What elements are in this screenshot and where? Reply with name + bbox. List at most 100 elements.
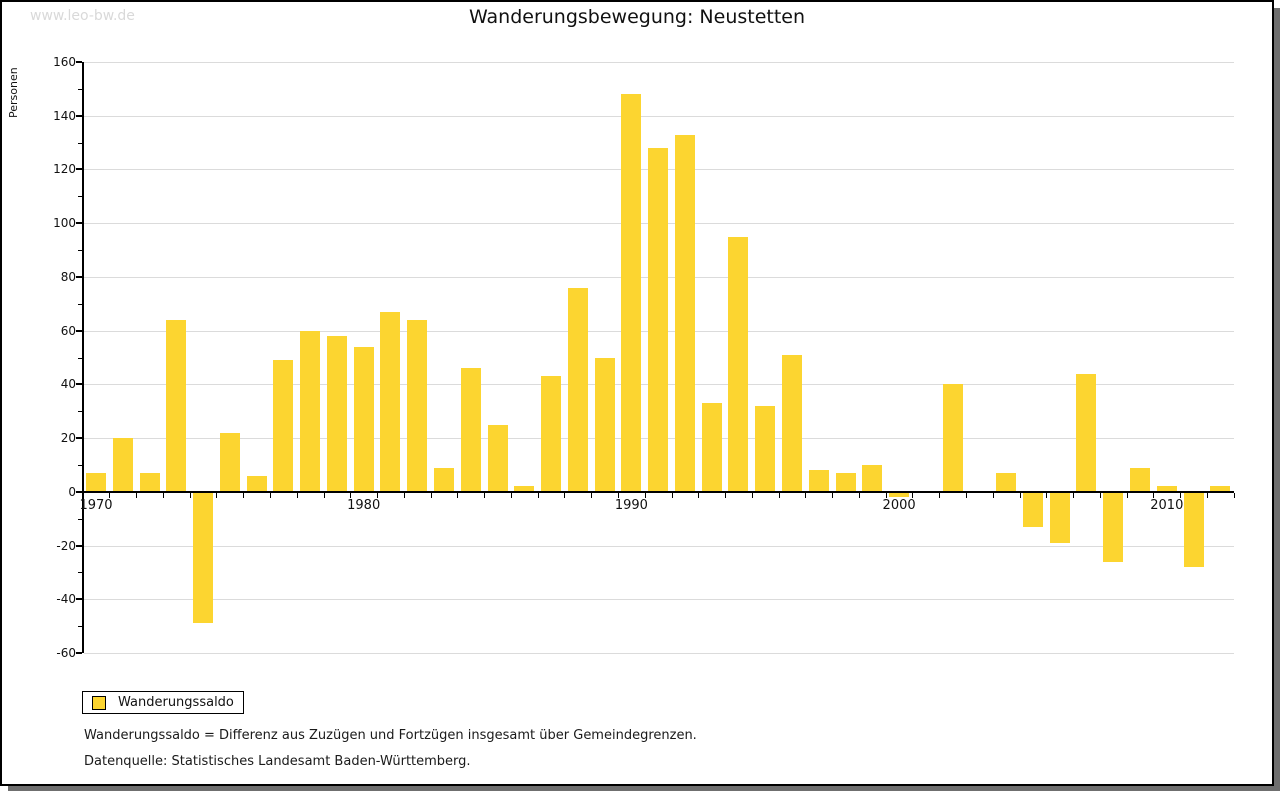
bar-1985 [487,424,508,492]
bar-1983 [434,467,454,492]
y-tick-minor [78,250,82,252]
y-tick [76,598,82,601]
y-tick-label: 60 [60,323,76,338]
bar-1980 [353,346,374,492]
gridline [84,653,1234,654]
y-tick-label: 140 [53,108,76,123]
bar-1994 [728,236,749,492]
x-tick [1019,492,1021,498]
x-tick [216,492,218,498]
y-tick [76,437,82,440]
x-tick [751,492,753,498]
bar-2009 [1130,467,1151,492]
y-tick [76,652,82,654]
window-shadow-right [1274,8,1280,791]
footnote-definition: Wanderungssaldo = Differenz aus Zuzügen … [84,728,697,743]
y-tick-label: 20 [60,431,76,446]
bar-2005 [1022,491,1043,527]
bar-2004 [996,473,1017,492]
y-tick-minor [78,88,82,90]
bar-1977 [273,360,294,492]
x-tick [698,492,700,498]
x-tick [618,492,619,498]
y-tick [76,329,82,332]
x-tick [1099,492,1101,498]
gridline [84,115,1234,117]
x-tick [1180,492,1182,498]
x-tick [1153,492,1155,498]
bar-1997 [808,470,829,492]
bar-1972 [139,473,160,492]
x-tick [377,492,379,498]
bar-1970 [86,473,106,492]
x-tick [1233,492,1235,498]
y-tick-minor [78,196,82,198]
x-tick-label: 2000 [882,497,916,513]
y-tick-minor [78,411,82,413]
x-tick [457,492,459,498]
watermark: www.leo-bw.de [30,8,135,24]
x-axis-line [82,490,1234,493]
x-tick [805,492,807,498]
bar-1978 [300,330,321,492]
y-tick [76,383,82,386]
bar-1982 [407,319,428,492]
y-tick-label: -20 [56,538,76,553]
x-tick [591,492,593,498]
x-tick [885,492,887,498]
bar-1998 [835,473,856,492]
y-tick-label: -60 [56,646,76,660]
y-tick [76,544,82,547]
bar-2006 [1049,491,1070,543]
bar-1975 [219,432,240,492]
y-tick-minor [78,142,82,144]
x-tick-label: 1970 [79,497,113,513]
bar-2000 [889,491,910,498]
bar-1979 [326,336,347,492]
gridline [84,545,1234,547]
x-tick [430,492,432,498]
bar-2010 [1156,486,1177,492]
y-tick [76,490,82,493]
bar-1984 [460,368,481,492]
y-tick-label: -40 [56,592,76,607]
y-tick-minor [78,464,82,466]
x-tick-label: 2010 [1150,497,1184,513]
y-tick-minor [78,518,82,520]
bar-1996 [782,354,803,492]
y-tick [76,275,82,278]
gridline [84,599,1234,601]
bar-1973 [166,319,187,492]
footnote-source: Datenquelle: Statistisches Landesamt Bad… [84,754,471,769]
bar-1991 [648,147,669,492]
bar-1999 [862,464,883,492]
bar-1992 [674,134,695,492]
legend: Wanderungssaldo [82,691,244,714]
x-tick [966,492,968,498]
y-tick-label: 160 [53,55,76,69]
legend-label: Wanderungssaldo [118,695,234,710]
bar-1986 [514,486,535,492]
x-tick [778,492,780,498]
bar-1993 [701,403,722,492]
x-tick [484,492,486,498]
x-tick-label: 1990 [614,497,648,513]
y-axis-title: Personen [7,67,20,118]
y-tick-label: 120 [53,162,76,177]
bar-2007 [1076,373,1097,492]
x-tick [1126,492,1128,498]
x-tick [858,492,860,498]
y-tick-minor [78,357,82,359]
y-tick-minor [78,572,82,574]
x-tick [350,492,352,498]
y-tick [76,61,82,63]
x-tick [1206,492,1208,498]
x-tick-label: 1980 [347,497,381,513]
y-tick-minor [78,626,82,628]
y-axis-line [82,62,84,653]
plot-area: -60 -40 -20 0 20 40 60 80 100 120 140 160 1970 1980 19… [53,55,1235,660]
x-tick [671,492,673,498]
y-tick-label: 40 [60,377,76,392]
x-tick [243,492,245,498]
